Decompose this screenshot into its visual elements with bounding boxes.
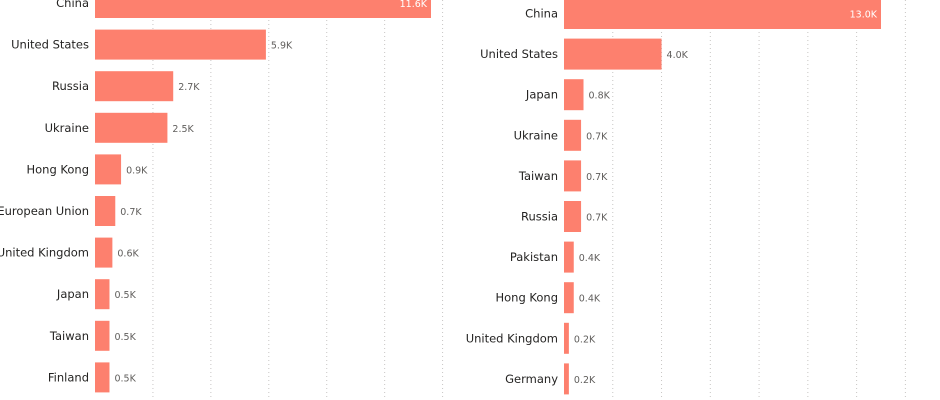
- bar[interactable]: [564, 201, 582, 232]
- data-label: 5.9K: [271, 41, 293, 52]
- bar-chart-left: China 11.6K United States 5.9K Russia 2.7K Ukr…: [0, 0, 444, 400]
- category-label: Pakistan: [510, 250, 558, 264]
- data-label: 0.8K: [589, 91, 611, 102]
- category-label: Japan: [56, 287, 89, 301]
- bar[interactable]: [95, 237, 113, 268]
- data-label: 0.5K: [114, 290, 136, 301]
- category-label: United States: [11, 38, 89, 52]
- data-label: 0.7K: [586, 172, 608, 183]
- bar[interactable]: [564, 0, 881, 29]
- bar[interactable]: [95, 362, 110, 393]
- category-label: China: [56, 0, 89, 10]
- bar[interactable]: [95, 320, 110, 351]
- data-label: 0.6K: [117, 249, 139, 260]
- data-label: 2.5K: [172, 124, 194, 135]
- data-label: 0.5K: [114, 332, 136, 343]
- bar[interactable]: [95, 196, 116, 226]
- category-label: Ukraine: [514, 128, 558, 142]
- category-label: United States: [480, 47, 558, 61]
- category-label: China: [525, 7, 558, 21]
- category-label: Taiwan: [518, 169, 558, 183]
- data-label: 2.7K: [178, 82, 200, 93]
- bar[interactable]: [564, 363, 569, 395]
- bar[interactable]: [564, 241, 574, 273]
- category-label: Hong Kong: [26, 162, 89, 176]
- data-label: 0.5K: [114, 373, 136, 384]
- category-label: Russia: [521, 210, 558, 224]
- bar[interactable]: [95, 154, 122, 185]
- data-label: 11.6K: [400, 0, 428, 10]
- category-label: Germany: [505, 372, 558, 386]
- data-label: 0.7K: [586, 131, 608, 142]
- category-label: United Kingdom: [466, 331, 558, 345]
- category-label: Russia: [52, 79, 89, 93]
- bar[interactable]: [95, 279, 110, 310]
- data-label: 0.4K: [579, 253, 601, 264]
- bar[interactable]: [95, 112, 168, 143]
- data-label: 4.0K: [667, 50, 689, 61]
- category-label: Ukraine: [45, 121, 89, 135]
- data-label: 0.2K: [574, 375, 596, 386]
- data-label: 0.7K: [120, 207, 142, 218]
- category-label: Taiwan: [49, 329, 89, 343]
- bar-chart-right: China 13.0K United States 4.0K Japan 0.8K Ukra…: [466, 0, 906, 400]
- data-label: 0.7K: [586, 213, 608, 224]
- bar[interactable]: [564, 322, 569, 354]
- bar[interactable]: [564, 38, 662, 70]
- bar[interactable]: [95, 29, 266, 60]
- bar[interactable]: [95, 71, 174, 102]
- data-label: 13.0K: [850, 10, 878, 21]
- category-label: United Kingdom: [0, 246, 89, 260]
- bar[interactable]: [564, 79, 584, 111]
- category-label: European Union: [0, 204, 89, 218]
- data-label: 0.4K: [579, 294, 601, 305]
- bar[interactable]: [564, 282, 574, 314]
- data-label: 0.2K: [574, 334, 596, 345]
- category-label: Japan: [525, 88, 558, 102]
- category-label: Hong Kong: [495, 291, 558, 305]
- bar[interactable]: [95, 0, 431, 18]
- data-label: 0.9K: [126, 165, 148, 176]
- category-label: Finland: [48, 370, 89, 384]
- bar[interactable]: [564, 160, 582, 192]
- bar[interactable]: [564, 119, 582, 151]
